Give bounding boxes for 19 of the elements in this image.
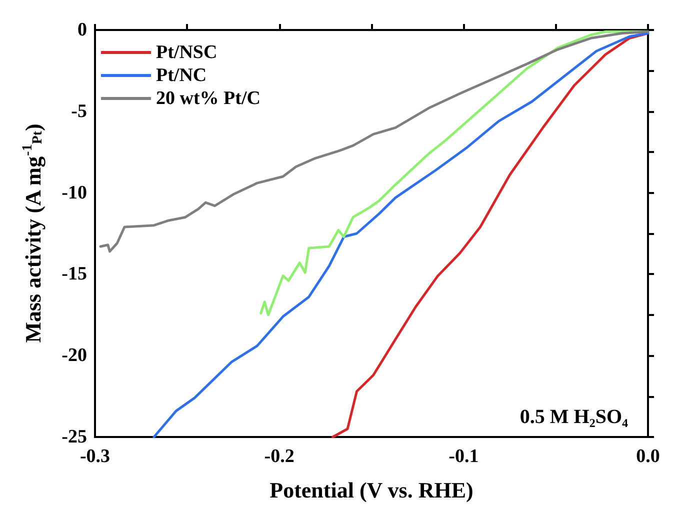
legend-label: Pt/NSC: [156, 42, 218, 63]
y-tick-label: -25: [62, 426, 87, 448]
legend-label: Pt/NC: [156, 65, 207, 86]
x-tick-label: -0.1: [448, 446, 479, 467]
y-tick-label: -10: [62, 182, 87, 204]
y-tick-label: 0: [78, 20, 87, 40]
line-series: [152, 32, 650, 438]
x-tick-label: -0.2: [264, 446, 294, 467]
annotation: 0.5 M H₂SO₄: [520, 406, 628, 428]
x-tick-label: -0.3: [80, 446, 110, 467]
x-tick-label: 0.0: [636, 446, 660, 467]
line-series: [332, 32, 650, 438]
y-tick-label: -5: [71, 100, 87, 122]
y-axis-title: Mass activity (A mg-1Pt): [20, 124, 46, 343]
x-axis-title: Potential (V vs. RHE): [270, 478, 474, 502]
legend-label: 20 wt% Pt/C: [156, 88, 260, 109]
y-tick-label: -20: [62, 345, 87, 366]
line-series: [99, 30, 650, 253]
y-tick-label: -15: [62, 264, 87, 285]
